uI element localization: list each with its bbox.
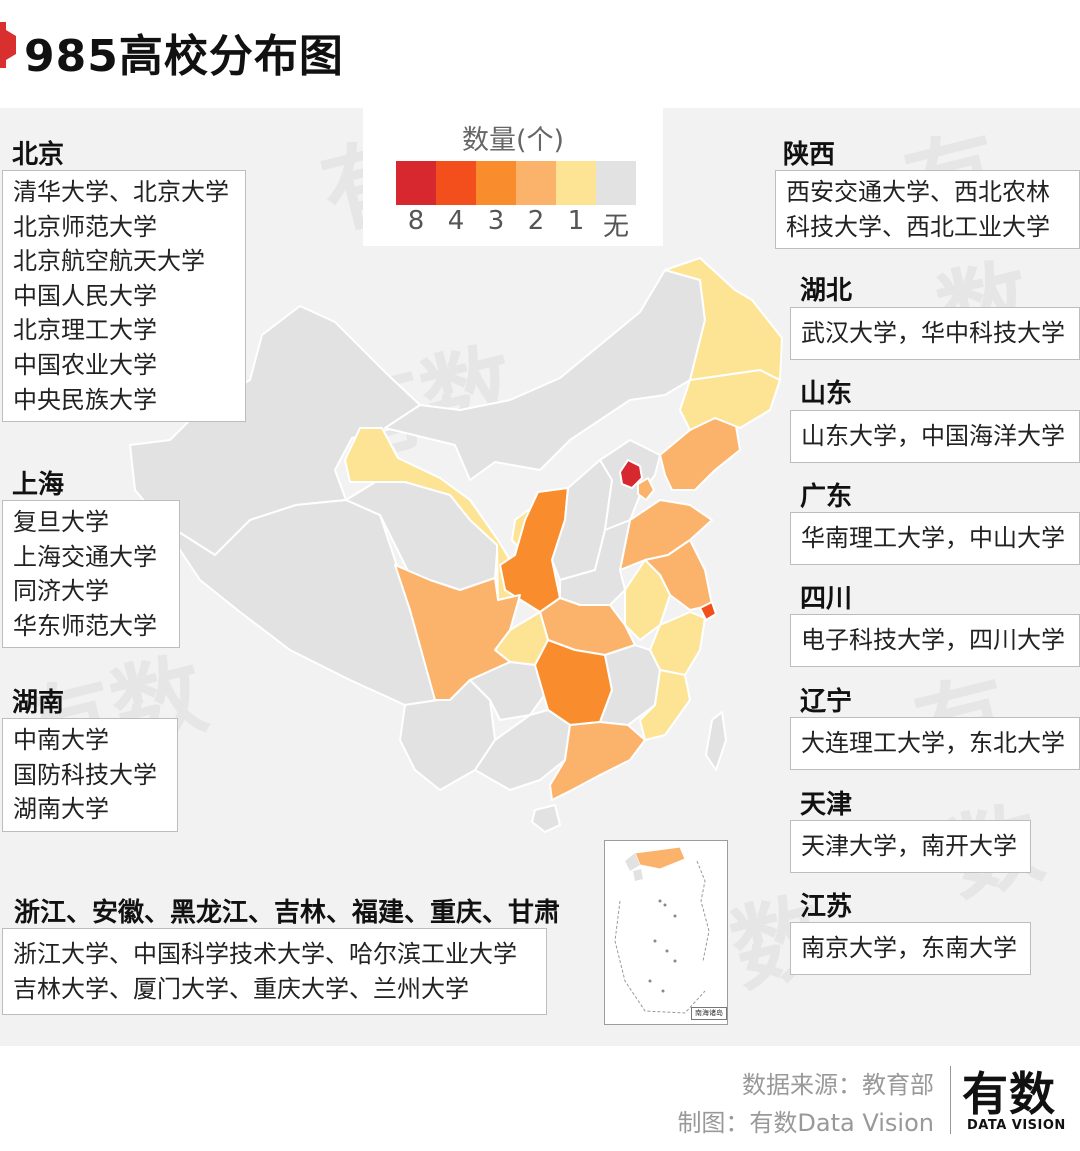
university-name: 电子科技大学，四川大学 xyxy=(801,626,1065,654)
university-list-hunan: 中南大学 国防科技大学 湖南大学 xyxy=(2,718,178,832)
university-name: 科技大学、西北工业大学 xyxy=(786,212,1050,241)
province-heilongjiang xyxy=(664,257,783,381)
legend-title: 数量(个) xyxy=(461,125,565,156)
university-list-shanghai: 复旦大学 上海交通大学 同济大学 华东师范大学 xyxy=(2,500,180,649)
university-name: 山东大学，中国海洋大学 xyxy=(801,422,1065,450)
region-name-hubei: 湖北 xyxy=(800,276,853,306)
legend-label: 8 xyxy=(407,206,425,236)
brand-logo-text: DATA VISION xyxy=(967,1118,1066,1133)
university-list-sichuan: 电子科技大学，四川大学 xyxy=(790,614,1080,667)
south-china-sea-inset: 南海诸岛 xyxy=(604,840,728,1025)
region-name-hunan: 湖南 xyxy=(12,688,65,718)
province-shanghai xyxy=(699,601,717,621)
university-name: 华东师范大学 xyxy=(13,611,157,640)
university-name: 复旦大学 xyxy=(13,508,109,536)
province-beijing xyxy=(619,459,643,489)
title-accent-bar xyxy=(0,22,6,68)
region-name-shandong: 山东 xyxy=(800,379,853,409)
university-name: 中国农业大学 xyxy=(13,350,157,379)
legend-label: 1 xyxy=(567,206,585,236)
legend-label: 4 xyxy=(447,206,465,236)
university-name: 中南大学 xyxy=(13,726,109,754)
legend-swatch xyxy=(476,161,516,205)
province-inner-mongolia xyxy=(384,269,706,481)
page-title: 985高校分布图 xyxy=(24,31,344,82)
region-name-jiangsu: 江苏 xyxy=(800,892,853,922)
university-name: 北京师范大学 xyxy=(13,212,157,241)
university-name: 吉林大学、厦门大学、重庆大学、兰州大学 xyxy=(13,974,469,1003)
legend-label: 无 xyxy=(602,212,629,242)
province-taiwan xyxy=(705,711,727,771)
province-guizhou xyxy=(469,661,549,721)
region-name-shaanxi: 陕西 xyxy=(783,140,836,170)
university-name: 湖南大学 xyxy=(13,795,109,824)
footer-divider xyxy=(950,1066,951,1134)
legend-swatch xyxy=(436,161,476,205)
university-list-shaanxi: 西安交通大学、西北农林 科技大学、西北工业大学 xyxy=(775,170,1080,250)
inset-map xyxy=(614,846,710,1014)
university-list-others: 浙江大学、中国科学技术大学、哈尔滨工业大学 吉林大学、厦门大学、重庆大学、兰州大… xyxy=(2,928,547,1016)
university-list-beijing: 清华大学、北京大学 北京师范大学 北京航空航天大学 中国人民大学 北京理工大学 … xyxy=(2,170,246,423)
inset-label: 南海诸岛 xyxy=(691,1007,727,1020)
region-name-tianjin: 天津 xyxy=(800,790,853,820)
region-name-beijing: 北京 xyxy=(12,140,65,170)
region-name-sichuan: 四川 xyxy=(800,584,853,614)
university-name: 清华大学、北京大学 xyxy=(13,178,229,206)
province-anhui xyxy=(624,559,671,641)
province-liaoning xyxy=(659,417,741,491)
legend-swatch xyxy=(556,161,596,205)
region-name-shanghai: 上海 xyxy=(12,470,65,500)
university-name: 浙江大学、中国科学技术大学、哈尔滨工业大学 xyxy=(13,940,517,968)
university-name: 大连理工大学，东北大学 xyxy=(801,729,1065,757)
legend-swatch xyxy=(596,161,636,205)
university-name: 武汉大学，华中科技大学 xyxy=(801,319,1065,347)
title-accent-notch xyxy=(6,30,16,60)
university-list-guangdong: 华南理工大学，中山大学 xyxy=(790,512,1080,565)
university-name: 华南理工大学，中山大学 xyxy=(801,524,1065,552)
legend: 数量(个) 8 4 3 2 1 无 xyxy=(363,108,663,246)
university-name: 上海交通大学 xyxy=(13,542,157,571)
legend-label: 2 xyxy=(527,206,545,236)
region-name-liaoning: 辽宁 xyxy=(800,687,853,717)
province-tianjin xyxy=(637,477,655,501)
province-hainan xyxy=(531,804,561,833)
map-credit: 制图：有数Data Vision xyxy=(677,1109,934,1137)
university-list-liaoning: 大连理工大学，东北大学 xyxy=(790,717,1080,770)
province-guangdong xyxy=(549,721,646,801)
university-name: 北京航空航天大学 xyxy=(13,247,205,276)
province-shandong xyxy=(619,499,713,571)
legend-swatch xyxy=(516,161,556,205)
legend-swatch xyxy=(396,161,436,205)
university-list-tianjin: 天津大学，南开大学 xyxy=(790,820,1031,873)
university-name: 同济大学 xyxy=(13,577,109,606)
legend-label: 3 xyxy=(487,206,505,236)
university-list-hubei: 武汉大学，华中科技大学 xyxy=(790,307,1080,360)
university-name: 中央民族大学 xyxy=(13,385,157,414)
region-name-guangdong: 广东 xyxy=(800,482,853,512)
university-name: 中国人民大学 xyxy=(13,281,157,310)
university-name: 国防科技大学 xyxy=(13,760,157,789)
university-name: 北京理工大学 xyxy=(13,316,157,345)
university-list-jiangsu: 南京大学，东南大学 xyxy=(790,922,1031,975)
university-name: 天津大学，南开大学 xyxy=(801,832,1017,860)
brand-logo: 有数 xyxy=(962,1067,1056,1121)
university-name: 西安交通大学、西北农林 xyxy=(786,178,1050,206)
data-source: 数据来源：教育部 xyxy=(742,1071,934,1099)
region-name-others: 浙江、安徽、黑龙江、吉林、福建、重庆、甘肃 xyxy=(14,898,561,928)
province-fujian xyxy=(639,669,691,741)
university-name: 南京大学，东南大学 xyxy=(801,934,1017,962)
university-list-shandong: 山东大学，中国海洋大学 xyxy=(790,410,1080,463)
